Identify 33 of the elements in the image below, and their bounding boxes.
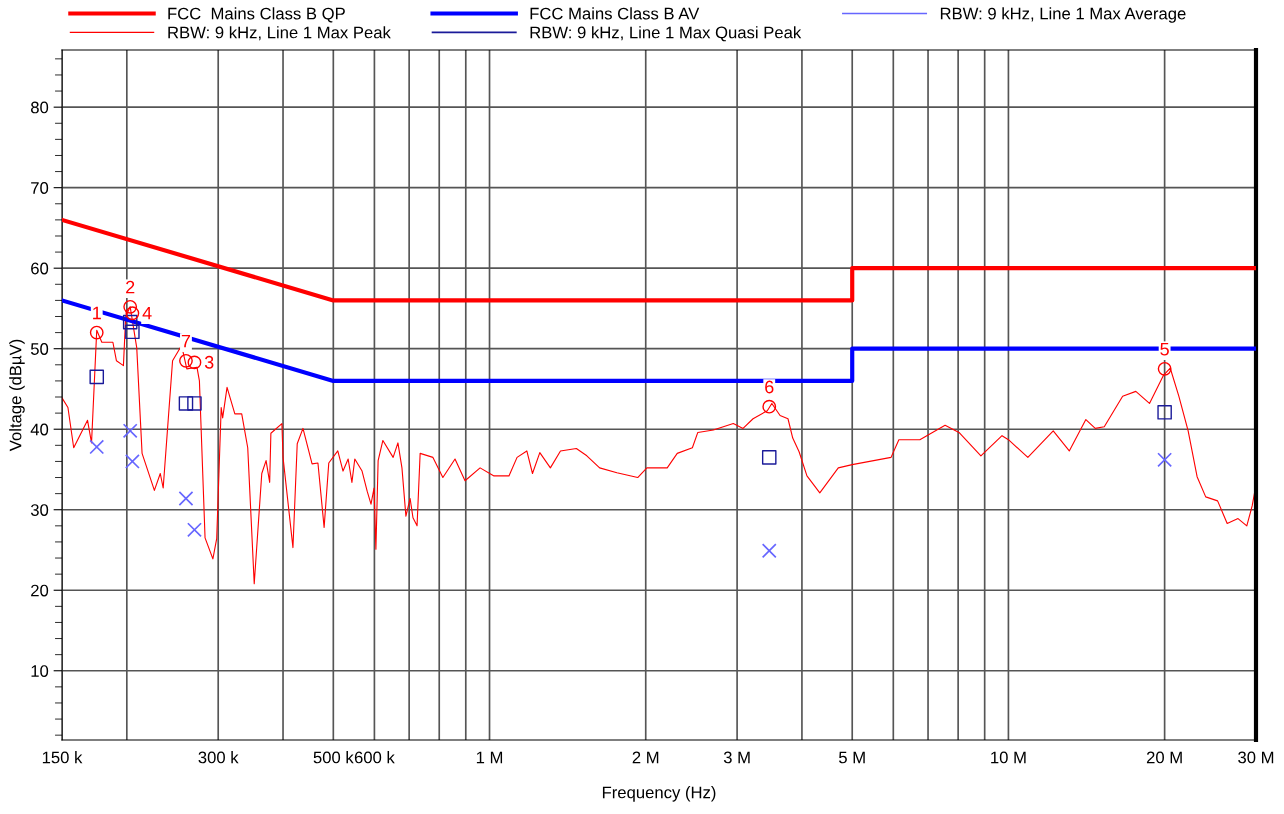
x-tick-label: 500 k bbox=[313, 751, 354, 764]
annotation: 2 bbox=[126, 280, 135, 294]
y-tick-label: 10 bbox=[31, 665, 49, 677]
x-tick-label: 300 k bbox=[198, 751, 239, 764]
y-tick-label: 70 bbox=[31, 182, 49, 194]
x-tick-label: 10 M bbox=[991, 751, 1026, 764]
y-tick-label: 40 bbox=[30, 423, 49, 436]
annotation: 6 bbox=[765, 380, 774, 394]
y-axis-title: Voltage (dBµV) bbox=[9, 339, 25, 452]
x-tick-label: 5 M bbox=[838, 751, 865, 764]
y-tick-label: 50 bbox=[30, 343, 49, 355]
x-axis-title: Frequency (Hz) bbox=[602, 786, 716, 802]
y-tick-label: 80 bbox=[30, 101, 49, 114]
annotation: 7 bbox=[181, 334, 191, 348]
annotation: 5 bbox=[1160, 342, 1169, 356]
x-tick-label: 20 M bbox=[1146, 751, 1182, 764]
x-tick-label: 2 M bbox=[632, 751, 659, 764]
legend-label: RBW: 9 kHz, Line 1 Max Quasi Peak bbox=[530, 26, 802, 42]
x-tick-label: 1 M bbox=[476, 751, 503, 764]
y-tick-label: 30 bbox=[30, 504, 49, 516]
legend-label: RBW: 9 kHz, Line 1 Max Average bbox=[940, 7, 1186, 23]
annotation: 4 bbox=[142, 306, 152, 320]
y-tick-label: 60 bbox=[31, 262, 49, 275]
x-tick-label: 600 k bbox=[354, 751, 395, 764]
legend-label: FCC Mains Class B AV bbox=[530, 7, 700, 20]
legend-label: FCC Mains Class B QP bbox=[168, 7, 345, 23]
legend-label: RBW: 9 kHz, Line 1 Max Peak bbox=[168, 26, 391, 41]
x-tick-label: 150 k bbox=[42, 751, 83, 764]
annotation: 3 bbox=[204, 355, 214, 369]
x-tick-label: 3 M bbox=[723, 751, 750, 764]
x-tick-label: 30 M bbox=[1238, 751, 1274, 764]
y-tick-label: 20 bbox=[31, 584, 49, 597]
annotation: 1 bbox=[93, 306, 101, 320]
